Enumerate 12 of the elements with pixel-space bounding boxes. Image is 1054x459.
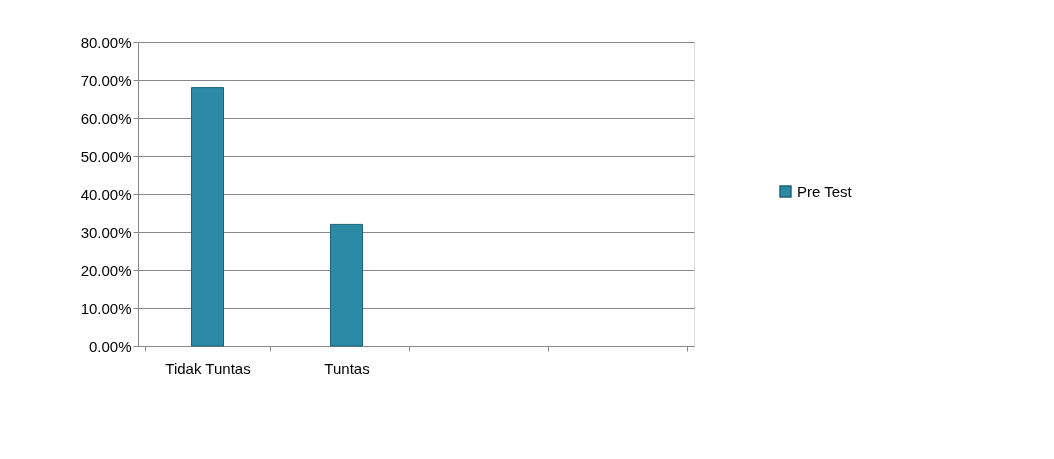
y-tick-label: 30.00% (80, 223, 132, 241)
y-tick-label: 10.00% (80, 299, 132, 317)
x-tick-label: Tidak Tuntas (165, 359, 251, 377)
y-tick-label: 50.00% (80, 147, 132, 165)
y-tick-label: 80.00% (80, 33, 132, 51)
x-tick-label: Tuntas (324, 359, 370, 377)
y-tick-label: 20.00% (80, 261, 132, 279)
y-tick-label: 0.00% (88, 337, 132, 355)
legend-label: Pre Test (797, 182, 853, 200)
y-tick-label: 70.00% (80, 71, 132, 89)
y-tick-label: 40.00% (80, 185, 132, 203)
y-tick-label: 60.00% (80, 109, 132, 127)
